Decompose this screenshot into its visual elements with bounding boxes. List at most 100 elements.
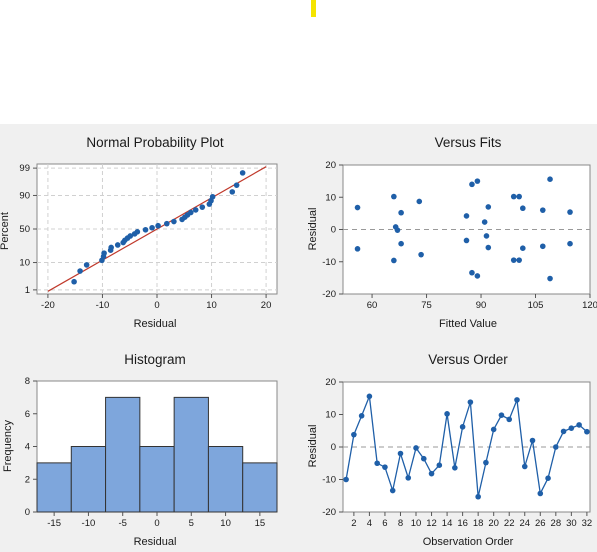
fits-point (520, 205, 526, 212)
hist-x-tick-label: 10 (220, 518, 231, 529)
order-point (560, 428, 567, 435)
order-x-tick-label: 16 (457, 518, 468, 529)
npp-x-tick-label: 20 (261, 300, 272, 311)
npp-point (149, 224, 155, 231)
order-y-tick-label: 0 (331, 442, 336, 453)
order-point (389, 487, 396, 494)
order-point (420, 455, 427, 462)
hist-bar (105, 396, 141, 513)
order-point (351, 431, 357, 438)
top-marker (311, 0, 316, 17)
order-point (444, 411, 450, 417)
npp-point (134, 229, 141, 235)
order-y-tick-label: 20 (325, 377, 336, 388)
hist-y-tick-label: 4 (25, 442, 30, 453)
fits-point (354, 246, 361, 252)
hist-title: Histogram (124, 352, 186, 367)
fits-frame (342, 164, 591, 295)
order-x-tick-label: 18 (473, 518, 484, 529)
order-x-tick-label: 22 (504, 518, 515, 529)
order-point (475, 493, 481, 500)
order-title: Versus Order (428, 352, 508, 367)
hist-x-tick-label: 0 (154, 518, 159, 529)
fits-y-tick-label: -20 (322, 289, 336, 300)
hist-y-tick-label: 6 (25, 409, 30, 420)
npp-point (209, 193, 216, 200)
order-x-tick-label: 24 (519, 518, 530, 529)
order-point (498, 412, 505, 418)
fits-x-tick-label: 120 (582, 300, 597, 311)
order-point (459, 424, 466, 430)
order-x-tick-label: 14 (442, 518, 453, 529)
fits-point (398, 240, 404, 247)
npp-point (188, 209, 194, 216)
npp-plot-area: -20 -10 0 10 20 1 10 50 90 99 (19, 163, 278, 311)
fits-x-tick-label: 60 (367, 300, 378, 311)
fits-point (516, 193, 522, 200)
order-y-tick-label: -20 (322, 507, 336, 518)
fits-y-tick-label: 10 (325, 192, 336, 203)
hist-x-tick-label: 15 (255, 518, 266, 529)
order-point (521, 463, 528, 470)
hist-ylabel: Frequency (2, 420, 14, 472)
fits-point (469, 181, 475, 188)
npp-y-tick-label: 50 (19, 224, 30, 235)
npp-point (71, 278, 77, 285)
hist-x-tick-label: -15 (47, 518, 61, 529)
fits-point (481, 219, 488, 225)
fits-point (516, 257, 522, 263)
hist-bar (242, 462, 278, 513)
fits-point (483, 233, 490, 239)
fits-x-tick-label: 90 (476, 300, 487, 311)
npp-point (83, 262, 90, 268)
fits-point (547, 275, 553, 282)
order-ylabel: Residual (307, 425, 319, 468)
order-point (343, 476, 349, 483)
fits-point (520, 245, 526, 252)
npp-point (199, 204, 206, 210)
fits-point (547, 176, 553, 182)
npp-point (108, 244, 114, 251)
fits-point (354, 204, 361, 211)
fits-point (463, 213, 470, 219)
order-point (405, 475, 412, 481)
npp-point (114, 242, 121, 248)
npp-title: Normal Probability Plot (86, 135, 224, 150)
hist-y-tick-label: 0 (25, 507, 30, 518)
npp-point (229, 189, 236, 195)
order-point (467, 399, 474, 405)
fits-point (469, 269, 475, 276)
order-xlabel: Observation Order (423, 536, 514, 548)
hist-y-tick-label: 8 (25, 376, 30, 387)
order-point (397, 450, 404, 457)
fits-point (539, 243, 546, 250)
hist-y-tick-label: 2 (25, 474, 30, 485)
order-x-tick-label: 10 (411, 518, 422, 529)
order-point (545, 475, 551, 482)
order-point (483, 459, 489, 466)
order-point (428, 470, 435, 477)
npp-point (233, 182, 240, 188)
npp-y-tick-label: 99 (19, 163, 30, 174)
order-y-tick-label: -10 (322, 475, 336, 486)
hist-x-tick-label: 5 (189, 518, 194, 529)
fits-point (485, 244, 492, 251)
fits-point (463, 237, 470, 244)
order-x-tick-label: 32 (582, 518, 593, 529)
npp-point (164, 220, 170, 227)
fits-y-tick-label: -10 (322, 257, 336, 268)
hist-bar (70, 446, 107, 513)
order-point (490, 426, 497, 433)
fits-point (394, 227, 401, 233)
order-x-tick-label: 20 (488, 518, 499, 529)
order-x-tick-label: 4 (367, 518, 372, 529)
npp-point (171, 218, 177, 225)
fits-point (398, 209, 404, 216)
order-x-tick-label: 28 (551, 518, 562, 529)
fits-point (391, 193, 397, 200)
npp-x-tick-label: -10 (96, 300, 110, 311)
npp-y-tick-label: 1 (25, 285, 30, 296)
fits-point (539, 207, 546, 213)
order-x-tick-label: 6 (382, 518, 387, 529)
